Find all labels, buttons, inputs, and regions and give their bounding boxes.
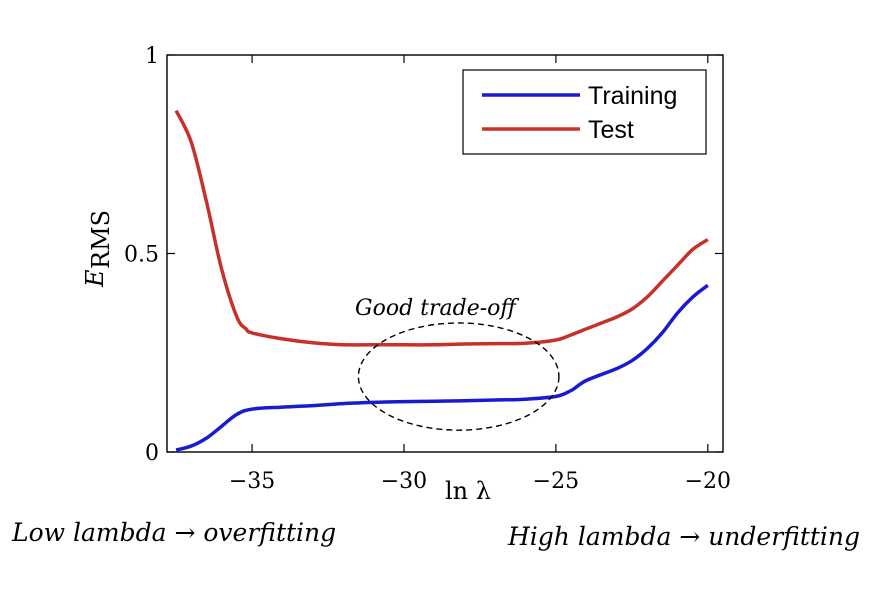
x-tick-label: −30 bbox=[381, 469, 427, 494]
legend-box bbox=[462, 69, 707, 155]
y-axis-label-sub: RMS bbox=[87, 210, 115, 269]
y-tick-label: 0.5 bbox=[124, 243, 159, 268]
caption-low-lambda: Low lambda → overfitting bbox=[12, 518, 337, 547]
legend-label-test: Test bbox=[588, 116, 634, 144]
y-tick-label: 1 bbox=[145, 44, 159, 69]
legend-label-training: Training bbox=[588, 82, 677, 110]
y-axis-label: E RMS bbox=[81, 210, 115, 288]
x-tick-label: −35 bbox=[229, 469, 275, 494]
y-tick-label: 0 bbox=[145, 441, 159, 466]
good-tradeoff-label: Good trade-off bbox=[355, 296, 519, 321]
x-tick-label: −20 bbox=[685, 469, 731, 494]
legend: Training Test bbox=[462, 69, 707, 155]
x-axis-label: ln λ bbox=[445, 477, 491, 505]
good-tradeoff-ellipse bbox=[357, 322, 560, 431]
series-line-training bbox=[175, 283, 709, 452]
caption-high-lambda: High lambda → underfitting bbox=[508, 522, 861, 551]
x-tick-label: −25 bbox=[533, 469, 579, 494]
series-line-test bbox=[174, 109, 709, 347]
y-axis-label-main: E bbox=[81, 269, 109, 288]
